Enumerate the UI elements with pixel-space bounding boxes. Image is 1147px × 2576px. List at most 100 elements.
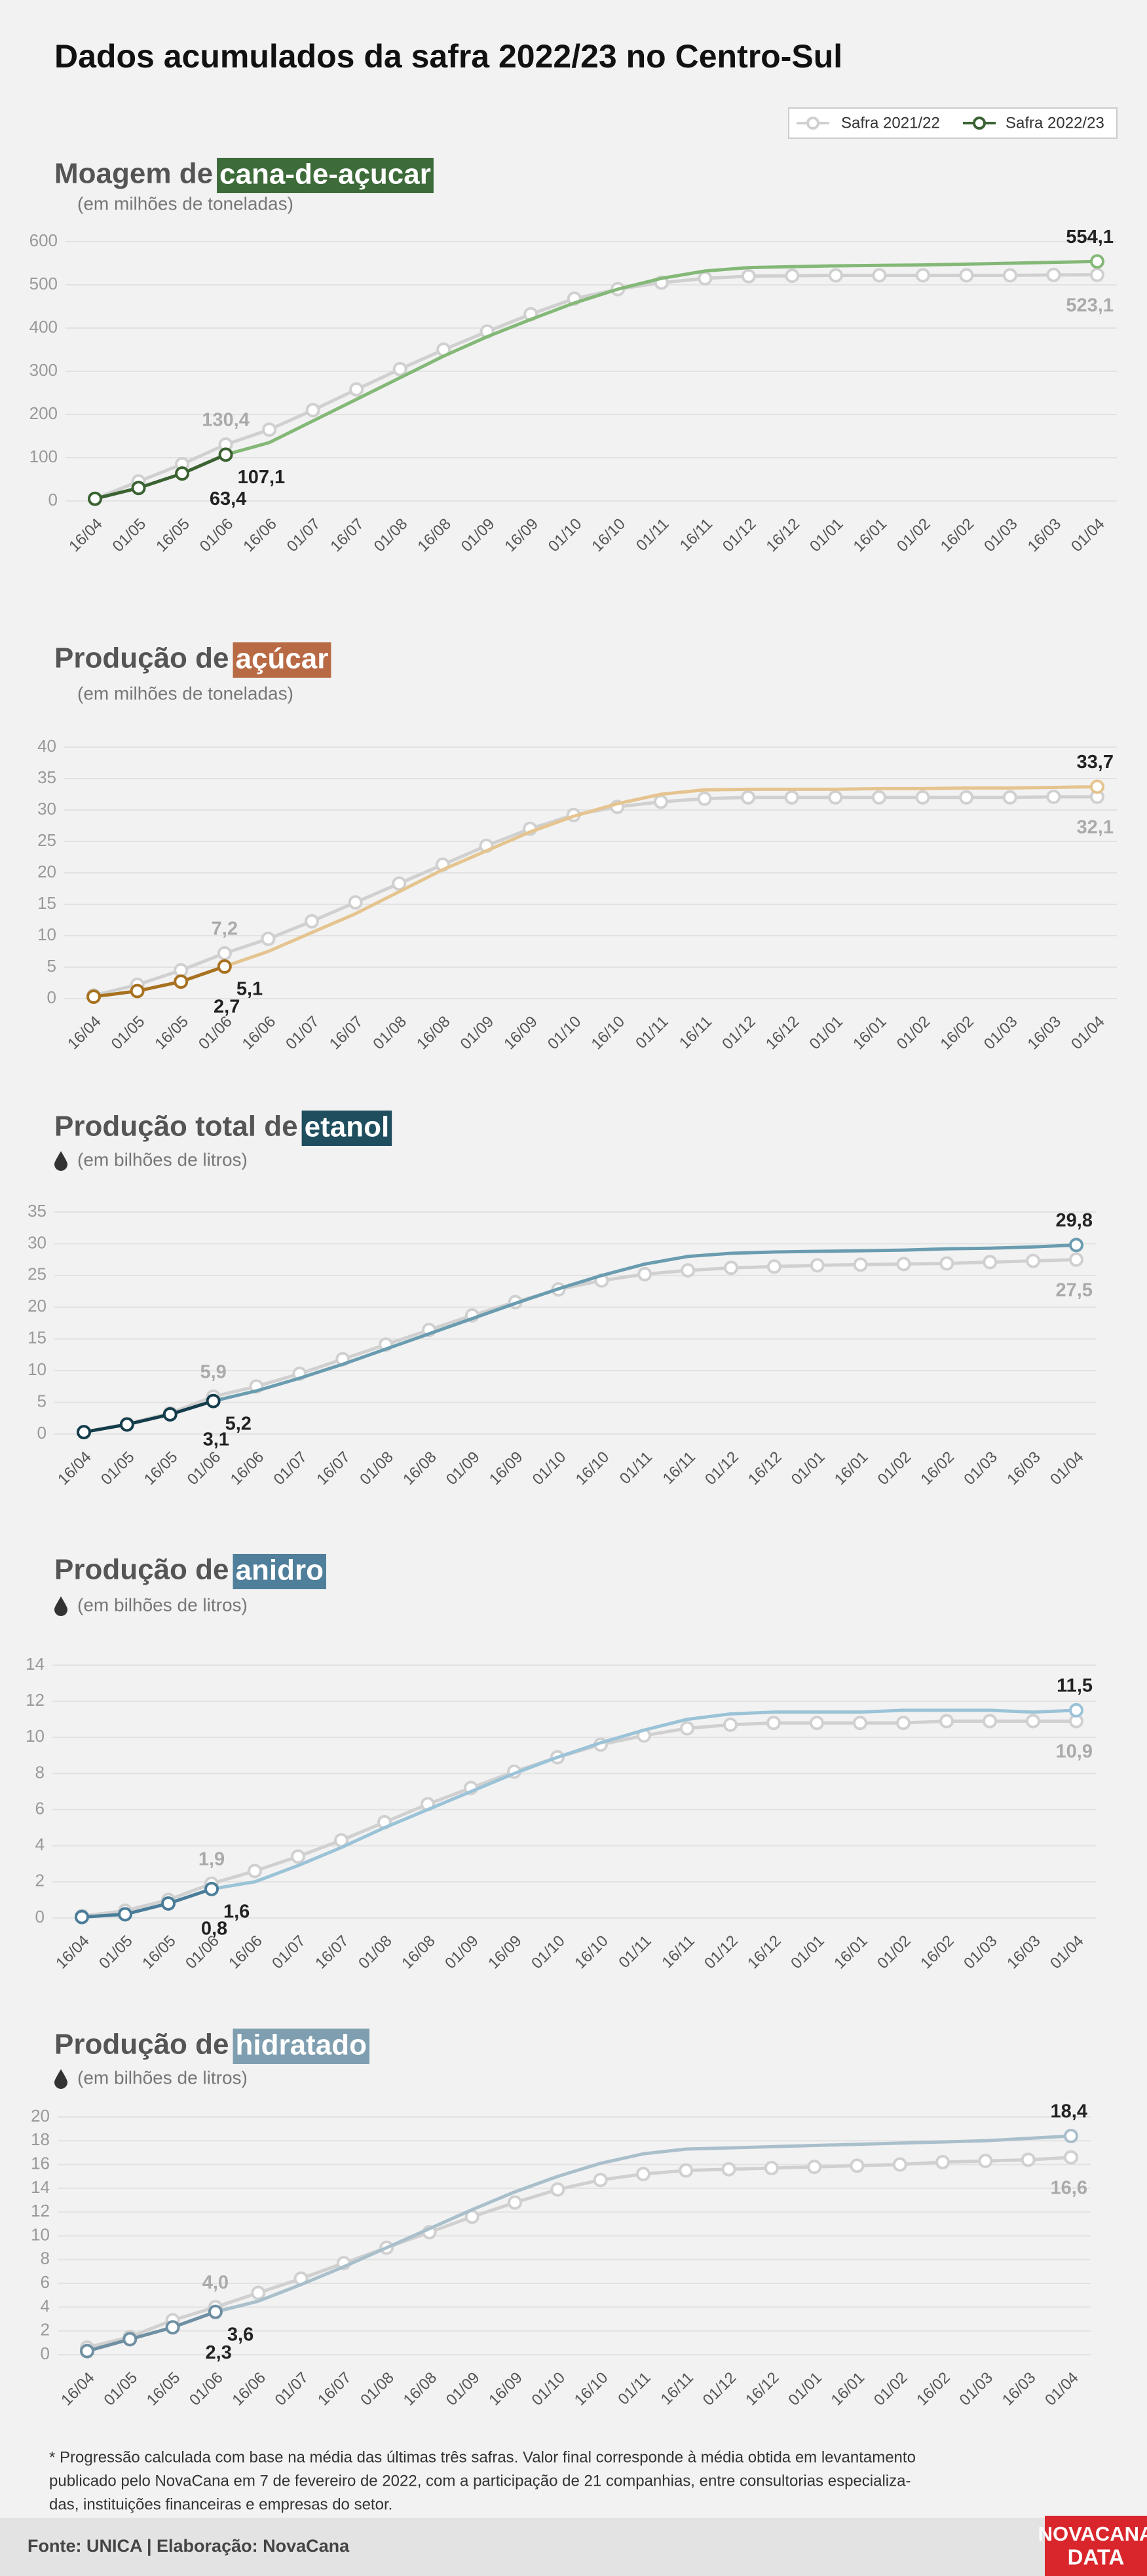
point-marker (1090, 267, 1104, 282)
data-label: 0,8 (201, 1919, 227, 1940)
logo-text: DATA (1068, 2545, 1125, 2569)
point-marker (871, 790, 886, 805)
y-tick-label: 400 (29, 317, 58, 337)
y-tick-label: 10 (37, 925, 56, 944)
point-marker (679, 2163, 694, 2178)
data-label: 16,6 (1051, 2177, 1087, 2198)
series-line (83, 1399, 214, 1434)
point-marker (697, 791, 712, 806)
series-line (81, 1887, 212, 1919)
point-marker (206, 1393, 221, 1408)
point-marker (1090, 779, 1104, 794)
point-marker (392, 876, 407, 891)
y-tick-label: 15 (37, 893, 56, 913)
data-label: 5,1 (236, 979, 263, 1000)
footnote: * Progressão calculada com base na média… (49, 2448, 916, 2466)
legend-marker (973, 117, 986, 130)
point-marker (161, 1896, 176, 1911)
data-label: 27,5 (1056, 1279, 1093, 1300)
y-tick-label: 16 (31, 2153, 50, 2173)
point-marker (262, 422, 277, 437)
legend-label: Safra 2022/23 (1006, 114, 1104, 132)
data-label: 2,7 (214, 997, 240, 1018)
y-tick-label: 8 (41, 2249, 50, 2268)
point-marker (1069, 1238, 1083, 1253)
chart-title-highlight: anidro (236, 1555, 324, 1587)
point-marker (349, 382, 364, 397)
point-marker (305, 913, 320, 929)
data-label: 18,4 (1051, 2101, 1087, 2122)
y-tick-label: 0 (41, 2344, 50, 2363)
point-marker (896, 1716, 911, 1731)
chart-subtitle: (em milhões de toneladas) (77, 193, 293, 213)
title-highlight (233, 642, 331, 678)
point-marker (764, 2161, 779, 2176)
series-line (213, 1243, 1077, 1403)
point-marker (978, 2154, 993, 2169)
data-label: 63,4 (210, 488, 246, 509)
point-marker (88, 491, 102, 506)
point-marker (217, 946, 232, 961)
y-tick-label: 10 (26, 1726, 45, 1746)
data-label: 29,8 (1056, 1210, 1093, 1231)
y-tick-label: 25 (37, 830, 56, 850)
data-label: 32,1 (1077, 817, 1114, 837)
point-marker (853, 1257, 868, 1272)
point-marker (122, 2332, 138, 2347)
legend-marker (806, 117, 819, 130)
point-marker (130, 984, 145, 999)
point-marker (635, 2167, 650, 2182)
point-marker (165, 2320, 180, 2335)
point-marker (784, 790, 799, 805)
chart-title: Produção de (54, 642, 229, 674)
point-marker (131, 481, 146, 496)
point-marker (550, 2182, 565, 2197)
data-label: 10,9 (1056, 1741, 1093, 1762)
page-title: Dados acumulados da safra 2022/23 no Cen… (54, 38, 842, 75)
title-highlight (301, 1111, 392, 1146)
y-tick-label: 300 (29, 360, 58, 380)
point-marker (766, 1716, 781, 1731)
series-line (93, 965, 225, 999)
y-tick-label: 30 (37, 799, 56, 819)
y-tick-label: 35 (28, 1201, 47, 1221)
point-marker (1046, 267, 1061, 282)
data-label: 3,1 (203, 1429, 229, 1450)
chart-title-highlight: hidratado (236, 2029, 367, 2061)
logo (1045, 2516, 1147, 2576)
point-marker (1046, 789, 1061, 804)
chart-subtitle: (em bilhões de litros) (77, 2067, 248, 2088)
point-marker (1002, 790, 1017, 805)
point-marker (208, 2304, 223, 2319)
point-marker (162, 1407, 178, 1422)
point-marker (810, 1258, 825, 1273)
footer-source: Fonte: UNICA | Elaboração: NovaCana (28, 2536, 350, 2556)
point-marker (959, 790, 974, 805)
point-marker (959, 268, 974, 283)
y-tick-label: 30 (28, 1232, 47, 1252)
point-marker (305, 403, 320, 418)
series-line (225, 259, 1098, 456)
point-marker (850, 2158, 865, 2173)
point-marker (86, 989, 101, 1004)
chart-subtitle: (em bilhões de litros) (77, 1149, 248, 1169)
y-tick-label: 0 (37, 1423, 47, 1443)
chart-title-highlight: etanol (305, 1111, 390, 1143)
y-tick-label: 12 (26, 1690, 45, 1710)
point-marker (807, 2160, 822, 2175)
point-marker (935, 2154, 950, 2169)
series-line (94, 453, 227, 501)
point-marker (681, 1263, 696, 1278)
chart-title-highlight: cana-de-açucar (219, 158, 431, 191)
point-marker (892, 2157, 907, 2172)
title-highlight (217, 158, 434, 193)
y-tick-label: 4 (35, 1835, 45, 1854)
point-marker (939, 1256, 954, 1271)
drop-icon (54, 2069, 67, 2089)
point-marker (218, 447, 233, 462)
point-marker (721, 2162, 736, 2177)
y-tick-label: 10 (28, 1359, 47, 1379)
drop-icon (54, 1596, 67, 1616)
footer-band (0, 2518, 1147, 2576)
